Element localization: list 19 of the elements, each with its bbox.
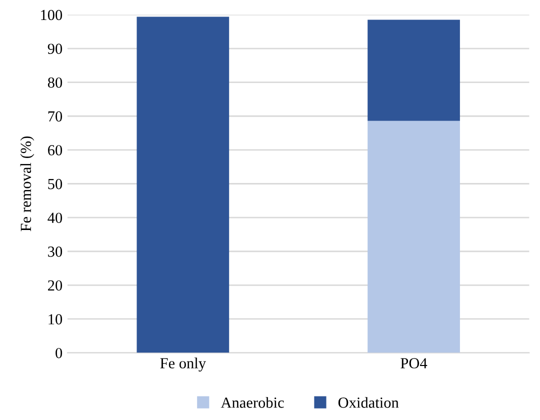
y-tick-label: 60	[48, 145, 62, 156]
y-tick-label: 0	[56, 348, 62, 358]
y-tick-label: 50	[48, 178, 62, 190]
bar	[136, 16, 230, 353]
legend-label: Anaerobic	[220, 397, 284, 408]
y-tick-label: 20	[48, 280, 62, 291]
y-tick-label: 30	[48, 246, 62, 257]
y-tick-label: 90	[48, 44, 62, 54]
y-tick-label: 40	[48, 212, 62, 224]
legend-label: Oxidation	[338, 397, 399, 408]
bar	[368, 20, 460, 121]
bar	[368, 120, 460, 353]
y-tick-label: 100	[41, 10, 62, 20]
y-axis-title: Fe removal (%)	[20, 136, 34, 232]
y-tick-label: 70	[48, 111, 62, 122]
x-tick-label: PO4	[400, 358, 428, 368]
y-tick-label: 10	[48, 314, 62, 324]
x-tick-label: Fe only	[160, 358, 206, 372]
y-tick-label: 80	[48, 77, 62, 88]
